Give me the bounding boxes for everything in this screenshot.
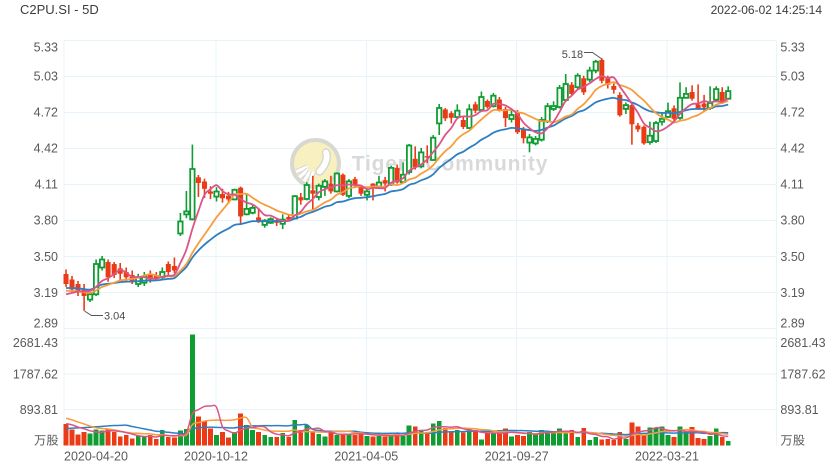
- svg-text:5.03: 5.03: [34, 70, 58, 84]
- svg-text:2021-09-27: 2021-09-27: [485, 450, 549, 464]
- svg-text:4.11: 4.11: [35, 178, 58, 192]
- svg-text:Community: Community: [426, 152, 549, 175]
- svg-text:2.89: 2.89: [34, 317, 58, 331]
- svg-text:3.80: 3.80: [780, 214, 804, 228]
- svg-text:C2PU.SI - 5D: C2PU.SI - 5D: [20, 2, 99, 17]
- svg-text:4.72: 4.72: [34, 106, 58, 120]
- svg-text:2.89: 2.89: [780, 317, 804, 331]
- svg-text:5.03: 5.03: [780, 70, 804, 84]
- svg-text:4.11: 4.11: [780, 178, 803, 192]
- svg-text:2022-06-02 14:25:14: 2022-06-02 14:25:14: [711, 3, 823, 17]
- svg-text:3.80: 3.80: [34, 214, 58, 228]
- svg-text:4.42: 4.42: [780, 142, 804, 156]
- svg-text:893.81: 893.81: [780, 403, 818, 417]
- svg-text:893.81: 893.81: [20, 403, 58, 417]
- svg-text:4.42: 4.42: [34, 142, 58, 156]
- svg-text:1787.62: 1787.62: [780, 367, 825, 381]
- svg-text:3.19: 3.19: [34, 286, 58, 300]
- svg-text:5.18: 5.18: [562, 49, 583, 61]
- svg-text:1787.62: 1787.62: [13, 367, 58, 381]
- svg-text:2020-10-12: 2020-10-12: [184, 450, 248, 464]
- svg-text:3.50: 3.50: [780, 250, 804, 264]
- svg-text:3.19: 3.19: [780, 286, 804, 300]
- svg-text:2022-03-21: 2022-03-21: [635, 450, 699, 464]
- svg-text:2681.43: 2681.43: [780, 336, 825, 350]
- svg-text:2021-04-05: 2021-04-05: [334, 450, 398, 464]
- svg-text:5.33: 5.33: [780, 40, 804, 54]
- svg-text:4.72: 4.72: [780, 106, 804, 120]
- svg-text:2020-04-20: 2020-04-20: [64, 450, 128, 464]
- svg-text:3.50: 3.50: [34, 250, 58, 264]
- svg-text:3.04: 3.04: [104, 311, 125, 323]
- svg-text:5.33: 5.33: [34, 40, 58, 54]
- svg-text:2681.43: 2681.43: [13, 336, 58, 350]
